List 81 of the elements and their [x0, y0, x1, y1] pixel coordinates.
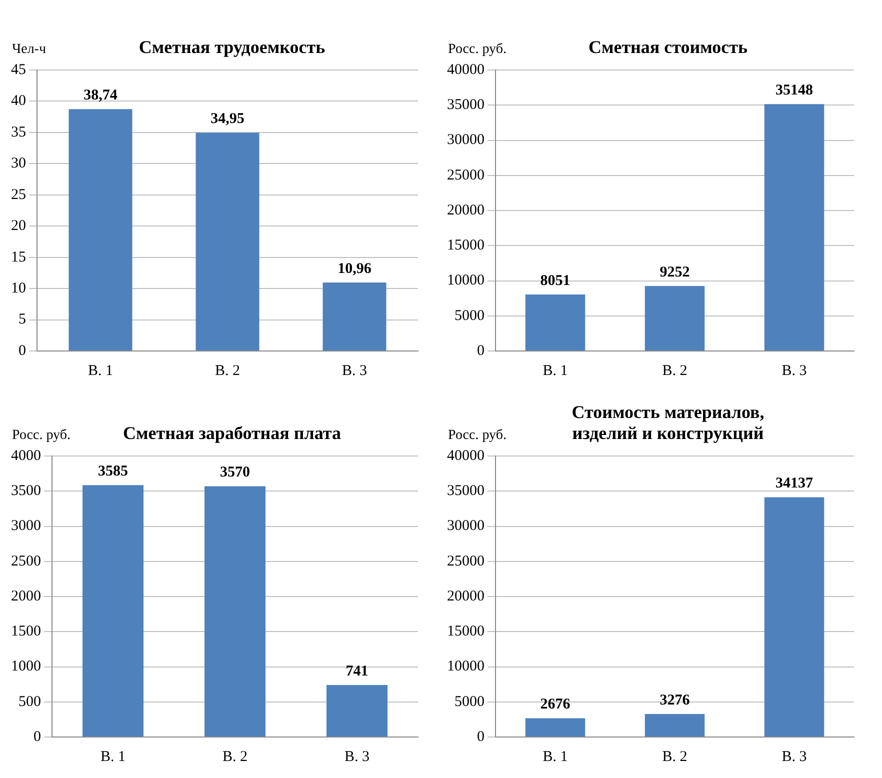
y-tick-label: 2500 [11, 553, 41, 570]
y-tick-label: 10000 [447, 272, 484, 289]
bar [764, 497, 824, 736]
y-tick-label: 0 [34, 728, 41, 745]
x-tick-label: В. 1 [100, 748, 126, 765]
y-tick-label: 10 [11, 280, 26, 296]
chart-title: Стоимость материалов, изделий и конструкций [570, 402, 766, 444]
y-tick-label: 0 [477, 728, 484, 745]
y-tick-label: 1000 [11, 658, 41, 675]
y-tick-label: 0 [18, 342, 26, 359]
chart-title: Сметная трудоемкость [138, 37, 326, 58]
y-tick-label: 5000 [454, 694, 484, 710]
data-label: 35148 [776, 82, 813, 98]
y-tick-label: 20000 [447, 202, 484, 218]
y-axis-title: Росс. руб. [11, 428, 72, 444]
y-tick-label: 3500 [11, 483, 41, 500]
bar [525, 718, 586, 736]
x-tick-label: В. 3 [344, 748, 370, 765]
y-tick-label: 35000 [447, 483, 484, 500]
data-label: 38,74 [84, 87, 118, 104]
y-tick-label: 40 [11, 93, 26, 110]
y-tick-label: 15 [11, 249, 26, 266]
x-tick-label: В. 2 [662, 748, 688, 765]
bar [204, 486, 266, 736]
data-label: 2676 [540, 696, 571, 713]
data-label: 9252 [660, 264, 690, 280]
y-tick-label: 10000 [447, 658, 484, 675]
y-tick-label: 3000 [11, 518, 41, 534]
y-axis-title: Росс. руб. [447, 42, 508, 58]
x-tick-label: В. 2 [662, 362, 688, 379]
bar [196, 132, 260, 350]
y-tick-label: 30000 [447, 132, 484, 148]
y-tick-label: 4000 [11, 448, 41, 464]
y-tick-label: 25000 [447, 553, 484, 570]
chart-title: Сметная стоимость [587, 37, 749, 58]
x-tick-label: В. 2 [222, 748, 248, 765]
y-tick-label: 40000 [447, 448, 484, 464]
y-tick-label: 500 [18, 694, 41, 710]
y-tick-label: 5000 [454, 308, 484, 324]
x-tick-label: В. 2 [214, 362, 240, 379]
x-tick-label: В. 3 [342, 362, 368, 379]
y-tick-label: 20000 [447, 588, 484, 604]
bar [68, 109, 132, 350]
y-tick-label: 1500 [11, 624, 41, 640]
bar [764, 104, 824, 350]
data-label: 34,95 [210, 111, 244, 128]
y-tick-label: 5 [18, 312, 26, 328]
bar [326, 684, 388, 736]
y-tick-label: 0 [477, 342, 484, 359]
y-tick-label: 35000 [447, 97, 484, 114]
data-label: 3276 [660, 692, 690, 708]
bar [644, 714, 705, 736]
chart-title: Сметная заработная плата [122, 423, 342, 444]
y-tick-label: 30 [11, 156, 26, 172]
y-tick-label: 25 [11, 186, 26, 203]
bar [82, 485, 144, 736]
x-tick-label: В. 1 [542, 362, 568, 379]
x-tick-label: В. 1 [88, 362, 114, 379]
data-label: 3585 [98, 464, 128, 480]
bar [644, 286, 705, 350]
data-label: 3570 [220, 464, 250, 481]
x-tick-label: В. 3 [782, 362, 807, 379]
data-label: 34137 [776, 476, 814, 492]
bar [322, 282, 386, 350]
y-tick-label: 30000 [447, 518, 484, 534]
y-tick-label: 25000 [447, 167, 484, 184]
data-label: 10,96 [338, 260, 372, 277]
y-axis-title: Чел-ч [11, 42, 48, 58]
y-tick-label: 15000 [447, 624, 484, 640]
y-tick-label: 15000 [447, 238, 484, 254]
y-tick-label: 40000 [447, 62, 484, 78]
y-tick-label: 20 [11, 218, 26, 234]
x-tick-label: В. 3 [782, 748, 807, 765]
y-axis-title: Росс. руб. [447, 428, 508, 444]
y-tick-label: 2000 [11, 588, 41, 604]
data-label: 741 [346, 663, 368, 680]
x-tick-label: В. 1 [542, 748, 568, 765]
y-tick-label: 45 [11, 62, 26, 78]
data-label: 8051 [540, 272, 570, 289]
y-tick-label: 35 [11, 124, 26, 140]
bar [525, 294, 586, 350]
